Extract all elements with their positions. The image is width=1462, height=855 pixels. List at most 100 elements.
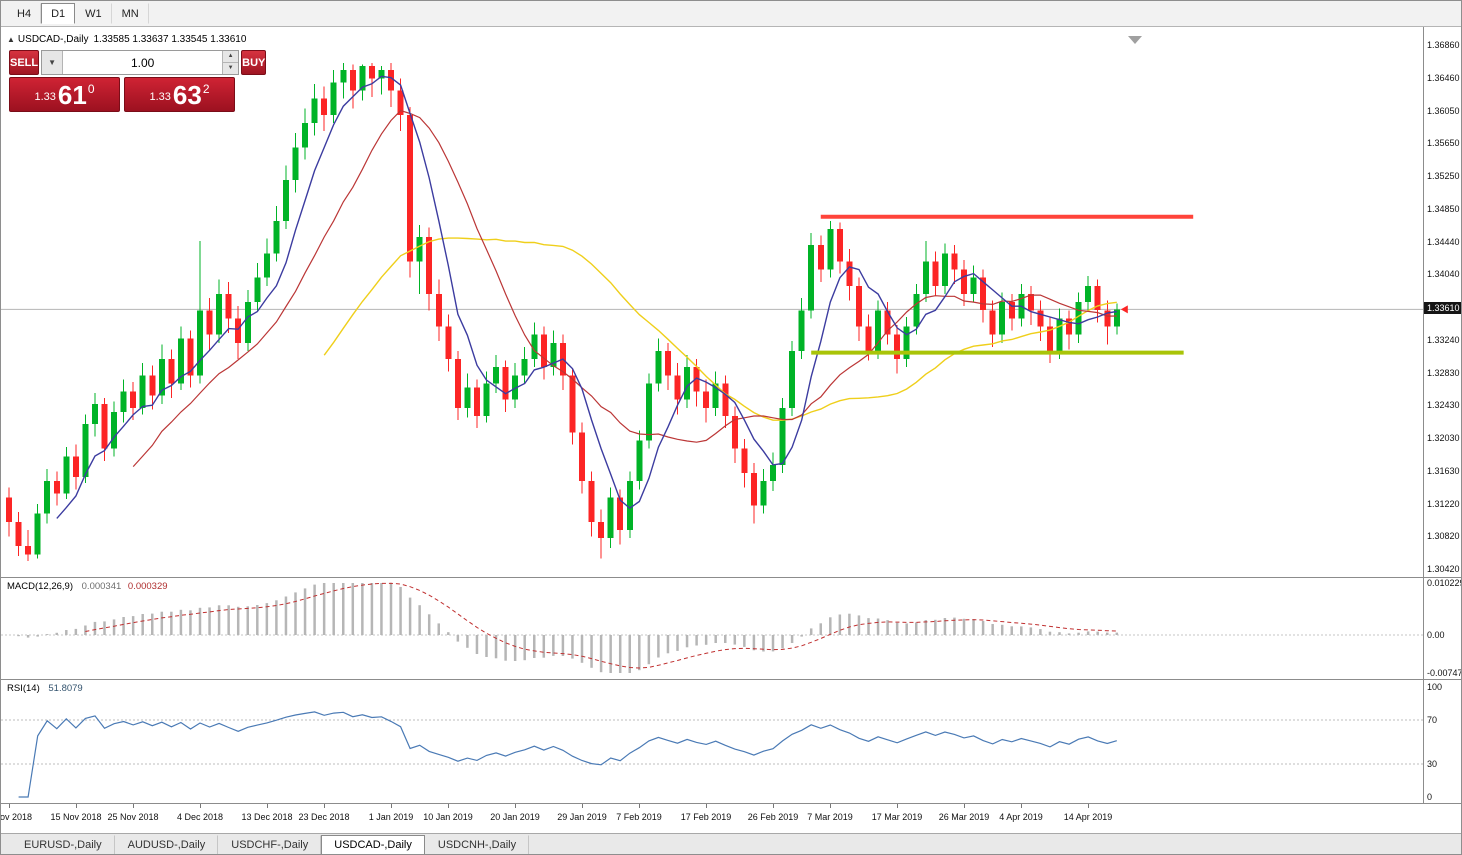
buy-button[interactable]: BUY [241, 50, 267, 75]
volume-decrease-button[interactable]: ▼ [223, 63, 239, 74]
date-axis: 6 Nov 2018 15 Nov 2018 25 Nov 2018 4 Dec 20… [1, 803, 1461, 833]
candle [273, 206, 280, 262]
main-chart[interactable] [1, 27, 1423, 577]
candle [1094, 279, 1101, 323]
axis-label: 1.35650 [1427, 138, 1460, 148]
symbol-tab-eurusd[interactable]: EURUSD-,Daily [11, 835, 115, 854]
date-tick [76, 804, 77, 808]
symbol-tab-audusd[interactable]: AUDUSD-,Daily [115, 835, 219, 854]
candle [225, 281, 232, 333]
candle [922, 241, 929, 303]
chart-shift-marker[interactable] [1128, 36, 1142, 44]
candle [684, 355, 691, 408]
symbol-tab-bar: EURUSD-,Daily AUDUSD-,Daily USDCHF-,Daily U… [1, 833, 1461, 854]
date-tick [324, 804, 325, 808]
period-tab-w1[interactable]: W1 [75, 3, 112, 24]
sell-price-button[interactable]: 1.33 61 0 [9, 77, 120, 112]
period-tab-d1[interactable]: D1 [41, 3, 76, 24]
candle [712, 371, 719, 416]
candle [588, 471, 595, 537]
axis-label: 1.34040 [1427, 269, 1460, 279]
rsi-panel[interactable] [1, 679, 1423, 803]
symbol-tab-usdcad[interactable]: USDCAD-,Daily [321, 835, 425, 854]
sell-price-big: 61 [57, 80, 87, 110]
date-axis-label: 7 Mar 2019 [807, 812, 853, 822]
candle [177, 326, 184, 390]
sell-button[interactable]: SELL [9, 50, 40, 75]
candle [44, 468, 51, 524]
chevron-down-icon: ▼ [48, 58, 57, 67]
candle [1008, 294, 1015, 331]
period-tab-mn[interactable]: MN [112, 3, 149, 24]
candle [951, 245, 958, 285]
candle [655, 338, 662, 392]
date-axis-label: 13 Dec 2018 [241, 812, 293, 822]
candle [92, 393, 98, 437]
date-axis-label: 10 Jan 2019 [423, 812, 473, 822]
axis-label: 1.33240 [1427, 335, 1460, 345]
candle [158, 344, 165, 404]
date-tick [267, 804, 268, 808]
candle [1104, 300, 1111, 345]
candle [636, 430, 643, 490]
candle [206, 298, 213, 351]
candle [961, 259, 967, 307]
date-axis-label: 26 Feb 2019 [747, 812, 799, 822]
axis-label: 1.31630 [1427, 466, 1460, 476]
candle [302, 108, 309, 160]
volume-spinner: ▲ ▼ [222, 51, 239, 74]
candle [941, 243, 948, 294]
candle [330, 70, 337, 124]
trade-panel-toggle-icon[interactable]: ▲ [7, 35, 15, 44]
buy-price-button[interactable]: 1.33 63 2 [124, 77, 235, 112]
volume-increase-button[interactable]: ▲ [223, 51, 239, 63]
candles [6, 62, 1120, 561]
candle [970, 265, 977, 303]
candle [980, 269, 987, 323]
candle [292, 132, 299, 193]
axis-label: 100 [1427, 682, 1443, 692]
candle [894, 324, 901, 374]
symbol-tab-usdchf[interactable]: USDCHF-,Daily [218, 835, 322, 854]
volume-dropdown-button[interactable]: ▼ [42, 51, 64, 74]
candle [1066, 310, 1073, 350]
candle [168, 349, 175, 399]
candle [63, 447, 70, 499]
candle [607, 487, 614, 548]
candle [559, 334, 566, 390]
candle [531, 322, 538, 368]
axis-label: 0.010229 [1427, 578, 1462, 588]
candle [1113, 303, 1120, 335]
volume-group: ▼ ▲ ▼ [41, 50, 240, 75]
last-price-marker [1120, 305, 1128, 314]
date-axis-label: 15 Nov 2018 [50, 812, 102, 822]
candle [836, 222, 843, 274]
volume-input[interactable] [63, 51, 223, 74]
candle [645, 373, 652, 449]
macd-panel[interactable] [1, 577, 1423, 679]
candle [789, 341, 796, 416]
axis-label: 1.36050 [1427, 106, 1460, 116]
buy-price-sup: 2 [202, 82, 210, 96]
candle [464, 373, 471, 418]
candle [808, 233, 815, 319]
buy-price-prefix: 1.33 [149, 91, 171, 103]
date-tick [200, 804, 201, 808]
macd-name: MACD(12,26,9) [7, 581, 73, 592]
ma-mid-line [132, 109, 1117, 468]
candle [359, 64, 366, 101]
date-axis-label: 4 Dec 2018 [176, 812, 224, 822]
candle [770, 452, 776, 491]
period-tab-h4[interactable]: H4 [7, 3, 42, 24]
candle [416, 224, 423, 294]
candle [72, 444, 79, 490]
price-axis: 1.36860 1.36460 1.36050 1.35650 1.35250 1.348… [1423, 27, 1462, 803]
axis-label: 0.00 [1427, 630, 1445, 640]
ma-fast-line [56, 75, 1117, 519]
sell-price-sup: 0 [87, 82, 95, 96]
symbol-tab-usdcnh[interactable]: USDCNH-,Daily [425, 835, 530, 854]
candle [235, 306, 242, 360]
sell-price-prefix: 1.33 [34, 91, 56, 103]
date-tick [773, 804, 774, 808]
macd-histogram [17, 583, 1119, 673]
